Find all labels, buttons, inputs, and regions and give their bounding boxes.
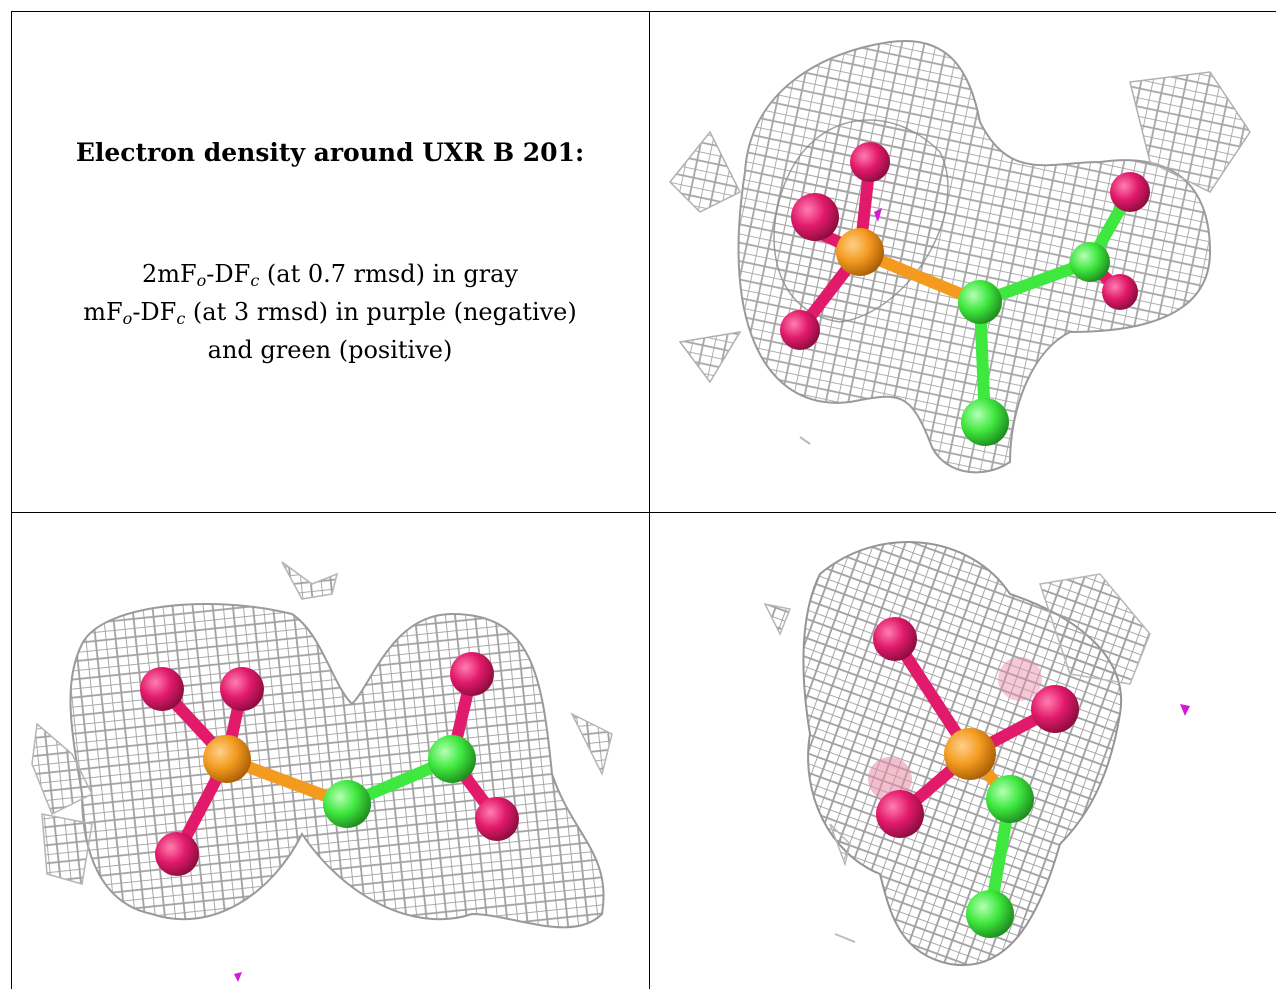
carbon-atom [961, 398, 1009, 446]
caption-line-2fo: 2mFo-DFc (at 0.7 rmsd) in gray [141, 260, 519, 290]
density-view-2 [12, 514, 648, 989]
table-border-row [11, 512, 1276, 513]
molecule-3 [868, 617, 1190, 938]
negative-density-blob [874, 208, 882, 222]
oxygen-atom [780, 310, 820, 350]
negative-density-blob [1180, 704, 1190, 716]
table-border-left [11, 11, 12, 989]
oxygen-atom [873, 617, 917, 661]
table-border-middle [649, 11, 650, 989]
oxygen-atom [876, 790, 924, 838]
caption-line-colors: and green (positive) [207, 336, 453, 364]
oxygen-atom [155, 832, 199, 876]
oxygen-atom [1102, 274, 1138, 310]
table-border-top [11, 11, 1276, 12]
density-mesh-2 [31, 561, 613, 929]
oxygen-atom [220, 667, 264, 711]
density-mesh-1 [668, 39, 1251, 474]
carbon-atom [958, 280, 1002, 324]
phosphorus-atom [944, 728, 996, 780]
density-render-2 [31, 561, 613, 982]
molecule-2 [140, 652, 519, 982]
oxygen-atom [140, 667, 184, 711]
oxygen-atom [1110, 172, 1150, 212]
carbon-atom [966, 890, 1014, 938]
oxygen-atom [998, 657, 1042, 701]
oxygen-atom [475, 797, 519, 841]
density-view-1 [650, 12, 1275, 512]
caption-line-fo: mFo-DFc (at 3 rmsd) in purple (negative) [83, 298, 577, 328]
negative-density-blob [234, 972, 242, 982]
oxygen-atom [450, 652, 494, 696]
caption-legend: 2mFo-DFc (at 0.7 rmsd) in gray mFo-DFc (… [12, 255, 648, 369]
molecule-1 [780, 142, 1150, 446]
density-view-3 [650, 514, 1275, 989]
carbon-atom [323, 780, 371, 828]
oxygen-atom [1031, 685, 1079, 733]
caption-cell: Electron density around UXR B 201: 2mFo-… [12, 12, 648, 512]
oxygen-atom [850, 142, 890, 182]
caption-title: Electron density around UXR B 201: [75, 138, 585, 167]
carbon-atom [986, 775, 1034, 823]
density-render-1 [668, 39, 1251, 474]
phosphorus-atom [203, 735, 251, 783]
oxygen-atom [868, 757, 912, 801]
density-render-3 [763, 540, 1190, 967]
oxygen-atom [791, 193, 839, 241]
phosphorus-atom [836, 228, 884, 276]
carbon-atom [1070, 242, 1110, 282]
carbon-atom [428, 735, 476, 783]
